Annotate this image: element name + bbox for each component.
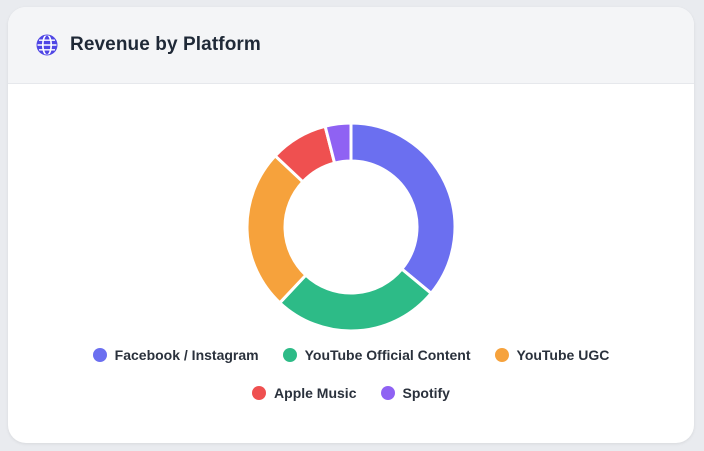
legend-item[interactable]: Facebook / Instagram: [92, 347, 259, 363]
revenue-card: Revenue by Platform Facebook / Instagram…: [8, 7, 694, 443]
legend-swatch: [380, 386, 395, 400]
chart-area: Facebook / Instagram YouTube Official Con…: [8, 84, 694, 443]
legend-swatch: [282, 348, 297, 362]
legend-swatch: [494, 348, 509, 362]
chart-legend-row-2: Apple Music Spotify: [8, 385, 694, 401]
legend-label: YouTube Official Content: [304, 347, 471, 363]
legend-swatch: [92, 348, 107, 362]
legend-item[interactable]: YouTube UGC: [494, 347, 610, 363]
legend-label: Apple Music: [274, 385, 357, 401]
legend-label: Spotify: [402, 385, 450, 401]
donut-slice-spotify[interactable]: [323, 121, 353, 165]
legend-item[interactable]: YouTube Official Content: [282, 347, 471, 363]
legend-label: Facebook / Instagram: [114, 347, 259, 363]
card-header: Revenue by Platform: [8, 7, 694, 84]
donut-chart: [245, 121, 457, 333]
chart-legend: Facebook / Instagram YouTube Official Con…: [8, 347, 694, 363]
legend-swatch: [252, 386, 267, 400]
globe-icon: [35, 33, 59, 57]
legend-item[interactable]: Apple Music: [252, 385, 357, 401]
legend-item[interactable]: Spotify: [380, 385, 450, 401]
legend-label: YouTube UGC: [516, 347, 610, 363]
chart-title: Revenue by Platform: [70, 34, 261, 55]
donut-slice-facebook-instagram[interactable]: [349, 121, 457, 295]
